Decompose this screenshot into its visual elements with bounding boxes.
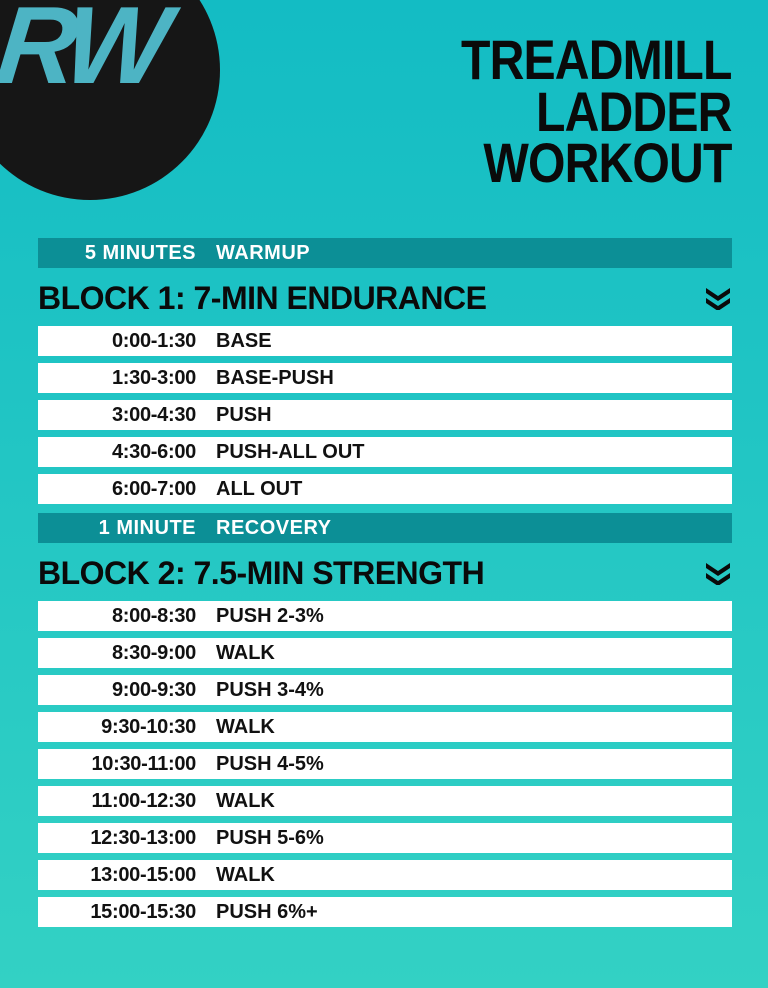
warmup-banner: 5 MINUTES WARMUP	[38, 238, 732, 268]
block2-rows: 8:00-8:30PUSH 2-3%8:30-9:00WALK9:00-9:30…	[38, 601, 732, 927]
recovery-time: 1 MINUTE	[38, 517, 210, 540]
table-row: 4:30-6:00PUSH-ALL OUT	[38, 437, 732, 467]
warmup-label: WARMUP	[210, 242, 310, 265]
row-time: 12:30-13:00	[38, 827, 210, 850]
block1-header: BLOCK 1: 7-MIN ENDURANCE	[38, 278, 732, 318]
warmup-time: 5 MINUTES	[38, 242, 210, 265]
table-row: 1:30-3:00BASE-PUSH	[38, 363, 732, 393]
row-label: BASE-PUSH	[210, 367, 334, 390]
table-row: 8:30-9:00WALK	[38, 638, 732, 668]
row-time: 4:30-6:00	[38, 441, 210, 464]
recovery-banner: 1 MINUTE RECOVERY	[38, 513, 732, 543]
row-label: PUSH 6%+	[210, 901, 318, 924]
row-label: PUSH	[210, 404, 272, 427]
table-row: 8:00-8:30PUSH 2-3%	[38, 601, 732, 631]
row-time: 3:00-4:30	[38, 404, 210, 427]
row-label: PUSH-ALL OUT	[210, 441, 365, 464]
block1-heading: BLOCK 1: 7-MIN ENDURANCE	[38, 280, 486, 317]
row-time: 10:30-11:00	[38, 753, 210, 776]
row-time: 15:00-15:30	[38, 901, 210, 924]
table-row: 12:30-13:00PUSH 5-6%	[38, 823, 732, 853]
row-label: PUSH 5-6%	[210, 827, 324, 850]
chevron-down-icon	[704, 286, 732, 310]
table-row: 11:00-12:30WALK	[38, 786, 732, 816]
page-title: TREADMILL LADDER WORKOUT	[417, 34, 732, 189]
block2-header: BLOCK 2: 7.5-MIN STRENGTH	[38, 553, 732, 593]
row-label: WALK	[210, 790, 275, 813]
workout-table: 5 MINUTES WARMUP BLOCK 1: 7-MIN ENDURANC…	[38, 238, 732, 934]
row-time: 1:30-3:00	[38, 367, 210, 390]
row-label: WALK	[210, 864, 275, 887]
row-label: ALL OUT	[210, 478, 302, 501]
row-time: 13:00-15:00	[38, 864, 210, 887]
row-label: PUSH 2-3%	[210, 605, 324, 628]
row-label: WALK	[210, 642, 275, 665]
table-row: 9:00-9:30PUSH 3-4%	[38, 675, 732, 705]
row-label: PUSH 3-4%	[210, 679, 324, 702]
table-row: 9:30-10:30WALK	[38, 712, 732, 742]
table-row: 10:30-11:00PUSH 4-5%	[38, 749, 732, 779]
row-time: 0:00-1:30	[38, 330, 210, 353]
table-row: 15:00-15:30PUSH 6%+	[38, 897, 732, 927]
brand-logo: RW	[0, 0, 220, 200]
table-row: 3:00-4:30PUSH	[38, 400, 732, 430]
chevron-down-icon	[704, 561, 732, 585]
row-time: 8:30-9:00	[38, 642, 210, 665]
row-time: 9:00-9:30	[38, 679, 210, 702]
title-line-3: WORKOUT	[462, 137, 732, 189]
row-label: BASE	[210, 330, 272, 353]
row-time: 9:30-10:30	[38, 716, 210, 739]
block1-rows: 0:00-1:30BASE1:30-3:00BASE-PUSH3:00-4:30…	[38, 326, 732, 504]
row-time: 11:00-12:30	[38, 790, 210, 813]
row-label: PUSH 4-5%	[210, 753, 324, 776]
block2-heading: BLOCK 2: 7.5-MIN STRENGTH	[38, 555, 484, 592]
row-time: 6:00-7:00	[38, 478, 210, 501]
title-line-1: TREADMILL	[462, 34, 732, 86]
row-label: WALK	[210, 716, 275, 739]
infographic-content: RW TREADMILL LADDER WORKOUT 5 MINUTES WA…	[0, 0, 768, 988]
row-time: 8:00-8:30	[38, 605, 210, 628]
recovery-label: RECOVERY	[210, 517, 332, 540]
table-row: 13:00-15:00WALK	[38, 860, 732, 890]
title-line-2: LADDER	[462, 86, 732, 138]
logo-text: RW	[0, 2, 164, 90]
table-row: 6:00-7:00ALL OUT	[38, 474, 732, 504]
table-row: 0:00-1:30BASE	[38, 326, 732, 356]
